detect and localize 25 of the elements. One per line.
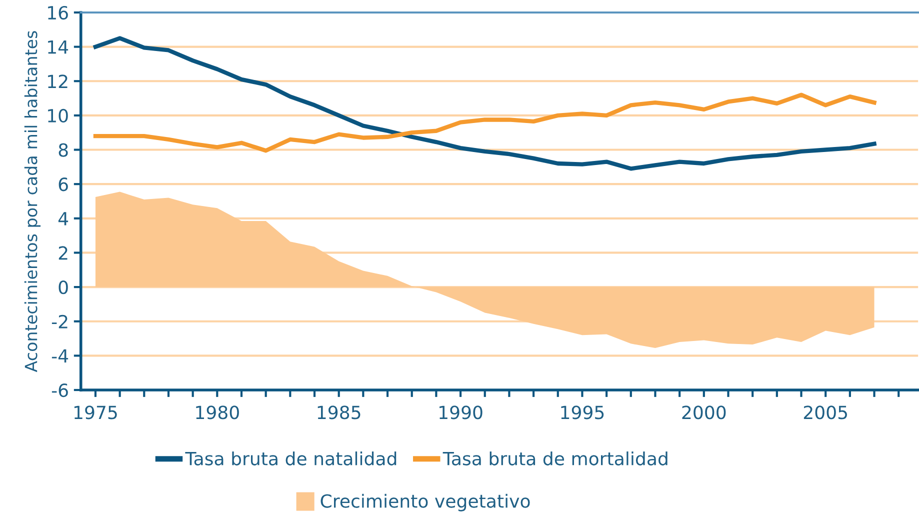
x-tick-label: 1975: [74, 406, 117, 420]
legend-label: Tasa bruta de mortalidad: [442, 451, 668, 466]
legend-label: Tasa bruta de natalidad: [185, 451, 396, 466]
y-tick-label: 16: [48, 6, 68, 20]
x-tick-label: 2005: [804, 406, 847, 420]
x-tick-label: 1990: [440, 406, 482, 420]
x-tick-label: 1980: [196, 406, 239, 420]
y-axis-title: Acontecimientos por cada mil habitantes: [24, 31, 41, 372]
y-tick-label: 6: [58, 178, 68, 192]
line-series: [93, 92, 876, 153]
y-tick-label: -2: [52, 314, 68, 328]
y-tick-label: 12: [48, 74, 68, 88]
y-tick-label: 10: [48, 108, 68, 123]
y-tick-label: -4: [52, 349, 68, 363]
y-tick-label: 2: [58, 246, 68, 260]
y-tick-label: -6: [52, 383, 68, 398]
x-tick-label: 1995: [561, 406, 604, 420]
y-tick-label: 8: [58, 143, 68, 157]
x-tick-label: 2000: [682, 406, 726, 420]
y-tick-label: 4: [58, 212, 68, 226]
line-series: [93, 36, 876, 171]
y-tick-label: 14: [48, 40, 68, 54]
y-tick-label: 0: [58, 280, 68, 294]
legend-label: Crecimiento vegetativo: [320, 494, 530, 512]
x-tick-label: 1985: [318, 406, 360, 420]
